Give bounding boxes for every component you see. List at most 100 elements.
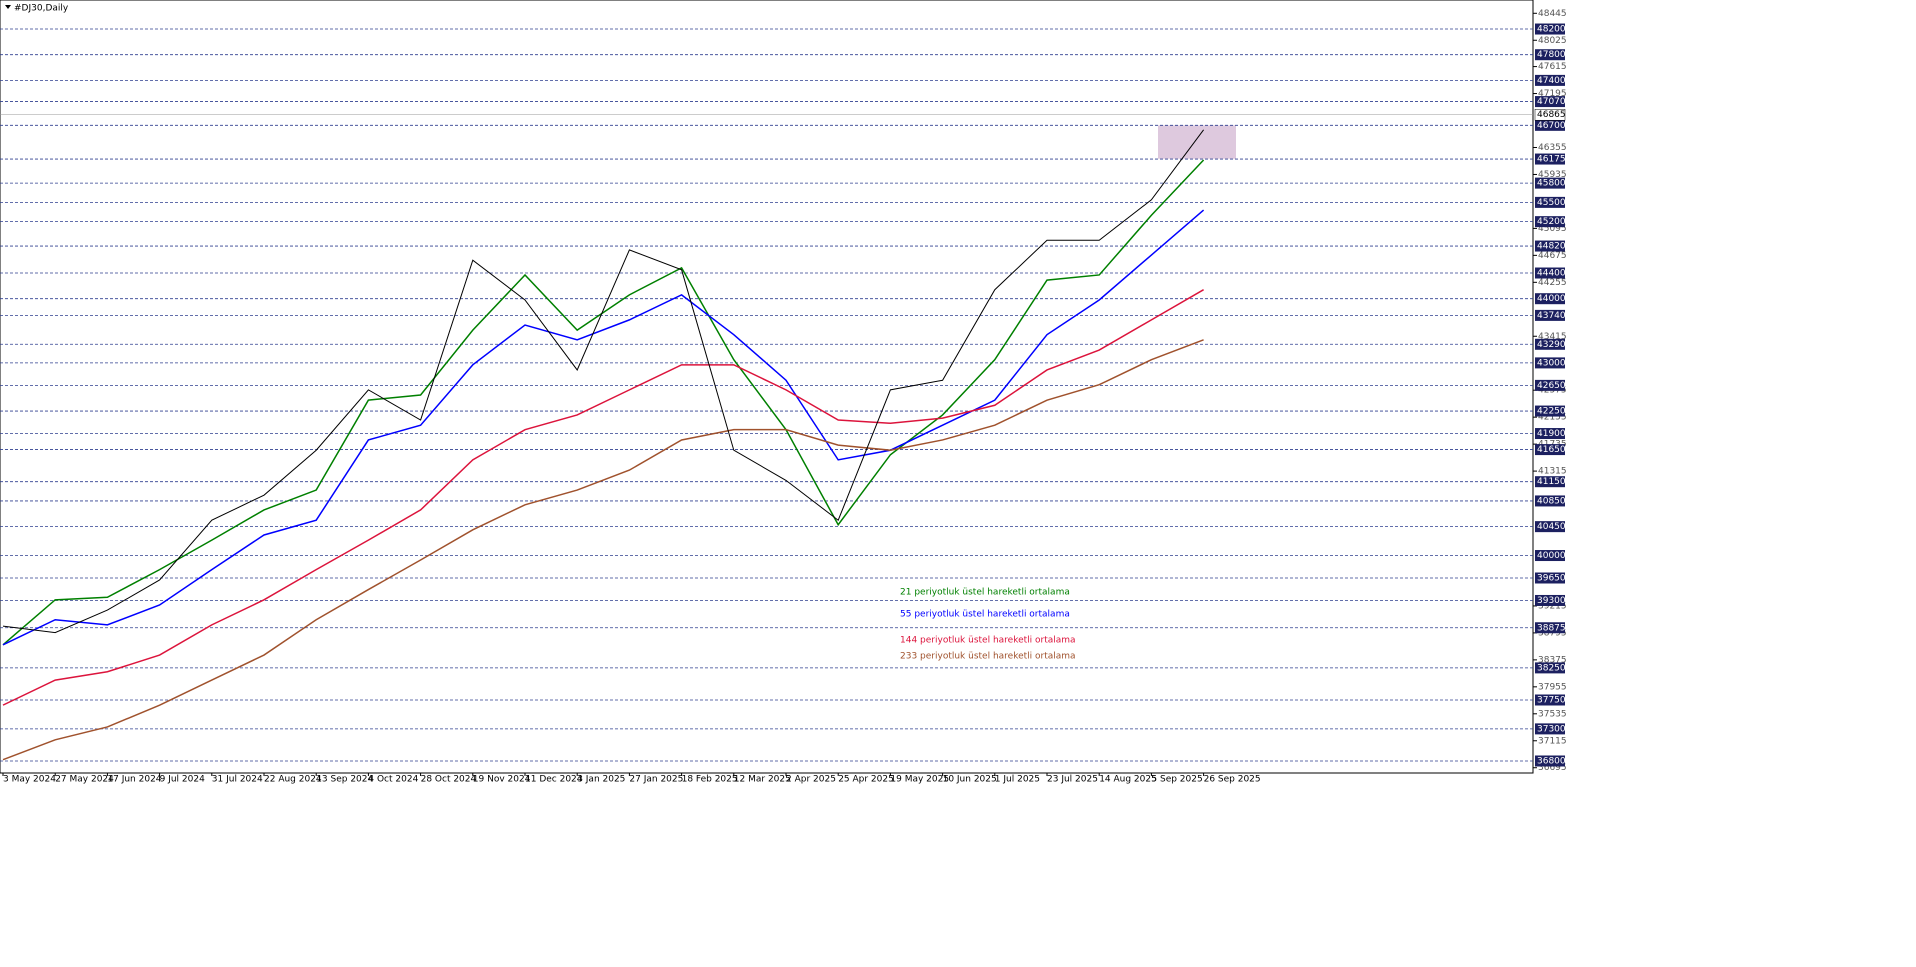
level-label: 38875 bbox=[1537, 623, 1566, 633]
level-label: 41650 bbox=[1537, 445, 1566, 455]
y-tick-label: 47195 bbox=[1538, 89, 1567, 99]
x-tick-label: 3 Jan 2025 bbox=[577, 775, 625, 785]
level-label: 41900 bbox=[1537, 429, 1566, 439]
ema-line bbox=[2, 159, 1205, 646]
zone bbox=[1158, 125, 1236, 159]
level-label: 47400 bbox=[1537, 76, 1566, 86]
level-label-bg bbox=[1535, 338, 1565, 350]
x-tick-label: 22 Aug 2024 bbox=[264, 775, 322, 785]
level-label-bg bbox=[1535, 755, 1565, 767]
level-label-bg bbox=[1535, 119, 1565, 131]
x-tick-label: 3 May 2024 bbox=[3, 775, 56, 785]
level-label: 43740 bbox=[1537, 311, 1566, 321]
level-label: 48200 bbox=[1537, 25, 1566, 35]
y-tick-label: 48025 bbox=[1538, 36, 1567, 46]
x-tick-label: 19 Nov 2024 bbox=[473, 775, 531, 785]
x-tick-label: 19 May 2025 bbox=[890, 775, 949, 785]
x-tick-label: 17 Jun 2024 bbox=[107, 775, 161, 785]
level-label: 39300 bbox=[1537, 596, 1566, 606]
level-label-bg bbox=[1535, 49, 1565, 61]
x-tick-label: 31 Jul 2024 bbox=[212, 775, 263, 785]
level-label-bg bbox=[1535, 405, 1565, 417]
current-price-bg bbox=[1534, 108, 1566, 121]
y-tick-label: 45095 bbox=[1538, 224, 1567, 234]
level-label: 43290 bbox=[1537, 340, 1566, 350]
level-label: 47800 bbox=[1537, 50, 1566, 60]
level-label: 45200 bbox=[1537, 217, 1566, 227]
x-tick-label: 2 Apr 2025 bbox=[786, 775, 836, 785]
x-tick-label: 1 Jul 2025 bbox=[995, 775, 1040, 785]
level-label-bg bbox=[1535, 694, 1565, 706]
level-label-bg bbox=[1535, 476, 1565, 488]
plot-frame bbox=[0, 0, 1534, 774]
level-label: 38250 bbox=[1537, 663, 1566, 673]
level-label-bg bbox=[1535, 309, 1565, 321]
y-tick-label: 42155 bbox=[1538, 413, 1567, 423]
ema-line bbox=[2, 209, 1205, 646]
level-label-bg bbox=[1535, 662, 1565, 674]
level-label-bg bbox=[1535, 495, 1565, 507]
level-label: 46700 bbox=[1537, 121, 1566, 131]
level-label-bg bbox=[1535, 293, 1565, 305]
y-tick-label: 45935 bbox=[1538, 170, 1567, 180]
level-label: 45500 bbox=[1537, 198, 1566, 208]
x-tick-label: 12 Mar 2025 bbox=[734, 775, 791, 785]
ema-line bbox=[2, 289, 1204, 706]
level-label: 37750 bbox=[1537, 695, 1566, 705]
level-label: 46175 bbox=[1537, 155, 1566, 165]
level-label-bg bbox=[1535, 550, 1565, 562]
chart-title: #DJ30,Daily bbox=[14, 4, 69, 14]
title-icon bbox=[5, 5, 11, 9]
level-label: 41150 bbox=[1537, 477, 1566, 487]
x-tick-label: 9 Jul 2024 bbox=[160, 775, 205, 785]
legend-entry: 55 periyotluk üstel hareketli ortalama bbox=[900, 610, 1070, 620]
level-label-bg bbox=[1535, 444, 1565, 456]
y-tick-label: 38375 bbox=[1538, 655, 1567, 665]
y-tick-label: 37955 bbox=[1538, 682, 1567, 692]
current-price-label: 46865 bbox=[1537, 110, 1566, 120]
level-label: 44400 bbox=[1537, 269, 1566, 279]
level-label: 40850 bbox=[1537, 496, 1566, 506]
level-label: 42250 bbox=[1537, 407, 1566, 417]
level-label-bg bbox=[1535, 572, 1565, 584]
level-label-bg bbox=[1535, 357, 1565, 369]
level-label: 40000 bbox=[1537, 551, 1566, 561]
y-tick-label: 44255 bbox=[1538, 278, 1567, 288]
x-tick-label: 13 Sep 2024 bbox=[316, 775, 373, 785]
price-line bbox=[2, 129, 1205, 634]
x-tick-label: 4 Oct 2024 bbox=[368, 775, 418, 785]
y-tick-label: 37115 bbox=[1538, 736, 1567, 746]
y-tick-label: 38795 bbox=[1538, 628, 1567, 638]
x-tick-label: 25 Apr 2025 bbox=[838, 775, 894, 785]
y-tick-label: 46355 bbox=[1538, 143, 1567, 153]
level-label-bg bbox=[1535, 723, 1565, 735]
level-label-bg bbox=[1535, 379, 1565, 391]
level-label: 45800 bbox=[1537, 179, 1566, 189]
level-label-bg bbox=[1535, 153, 1565, 165]
x-tick-label: 11 Dec 2024 bbox=[525, 775, 583, 785]
level-label-bg bbox=[1535, 196, 1565, 208]
y-tick-label: 44675 bbox=[1538, 251, 1567, 261]
level-label-bg bbox=[1535, 177, 1565, 189]
level-label: 36800 bbox=[1537, 756, 1566, 766]
y-tick-label: 48445 bbox=[1538, 9, 1567, 19]
x-tick-label: 5 Sep 2025 bbox=[1151, 775, 1202, 785]
level-label: 47070 bbox=[1537, 97, 1566, 107]
x-tick-label: 26 Sep 2025 bbox=[1204, 775, 1261, 785]
level-label: 44000 bbox=[1537, 294, 1566, 304]
level-label-bg bbox=[1535, 216, 1565, 228]
legend-entry: 21 periyotluk üstel hareketli ortalama bbox=[900, 588, 1070, 598]
y-tick-label: 39215 bbox=[1538, 601, 1567, 611]
legend-entry: 144 periyotluk üstel hareketli ortalama bbox=[900, 636, 1076, 646]
x-tick-label: 27 Jan 2025 bbox=[629, 775, 683, 785]
y-tick-label: 47615 bbox=[1538, 62, 1567, 72]
level-label: 37300 bbox=[1537, 724, 1566, 734]
level-label-bg bbox=[1535, 240, 1565, 252]
y-tick-label: 36695 bbox=[1538, 763, 1567, 773]
level-label-bg bbox=[1535, 521, 1565, 533]
level-label: 39650 bbox=[1537, 574, 1566, 584]
x-tick-label: 28 Oct 2024 bbox=[421, 775, 477, 785]
legend-entry: 233 periyotluk üstel hareketli ortalama bbox=[900, 652, 1076, 662]
level-label-bg bbox=[1535, 622, 1565, 634]
